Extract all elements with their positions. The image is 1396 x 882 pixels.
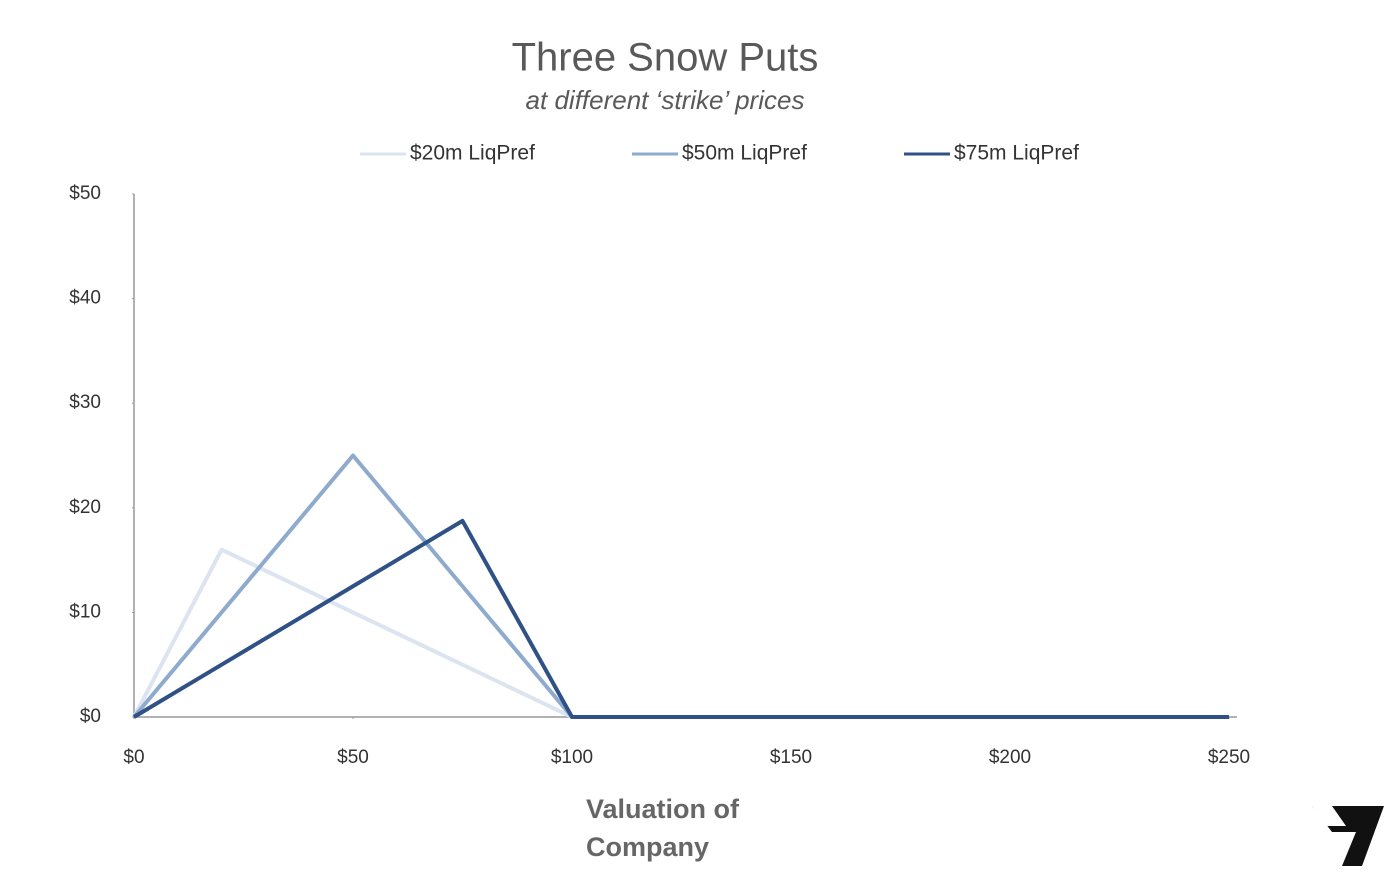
x-axis-label: Valuation of Company — [586, 794, 740, 862]
y-tick-label: $30 — [69, 392, 101, 413]
series-line — [132, 547, 1229, 719]
chart-title: Three Snow Puts — [512, 36, 819, 80]
x-tick-label: $100 — [551, 747, 593, 768]
y-tick-label: $10 — [69, 601, 101, 622]
x-tick-label: $0 — [123, 747, 144, 768]
y-tick-label: $50 — [69, 183, 101, 204]
series-line — [132, 518, 1229, 719]
x-tick-label: $250 — [1208, 747, 1250, 768]
legend-label: $20m LiqPref — [410, 142, 535, 165]
chart-subtitle: at different ‘strike’ prices — [526, 85, 805, 115]
x-tick-label: $200 — [989, 747, 1031, 768]
y-tick-label: $40 — [69, 288, 101, 309]
y-tick-label: $20 — [69, 497, 101, 518]
y-tick-label: $0 — [80, 706, 101, 727]
x-tick-label: $150 — [770, 747, 812, 768]
legend-label: $50m LiqPref — [682, 142, 807, 165]
logo — [1312, 806, 1384, 866]
legend-label: $75m LiqPref — [954, 142, 1079, 165]
x-tick-label: $50 — [337, 747, 369, 768]
